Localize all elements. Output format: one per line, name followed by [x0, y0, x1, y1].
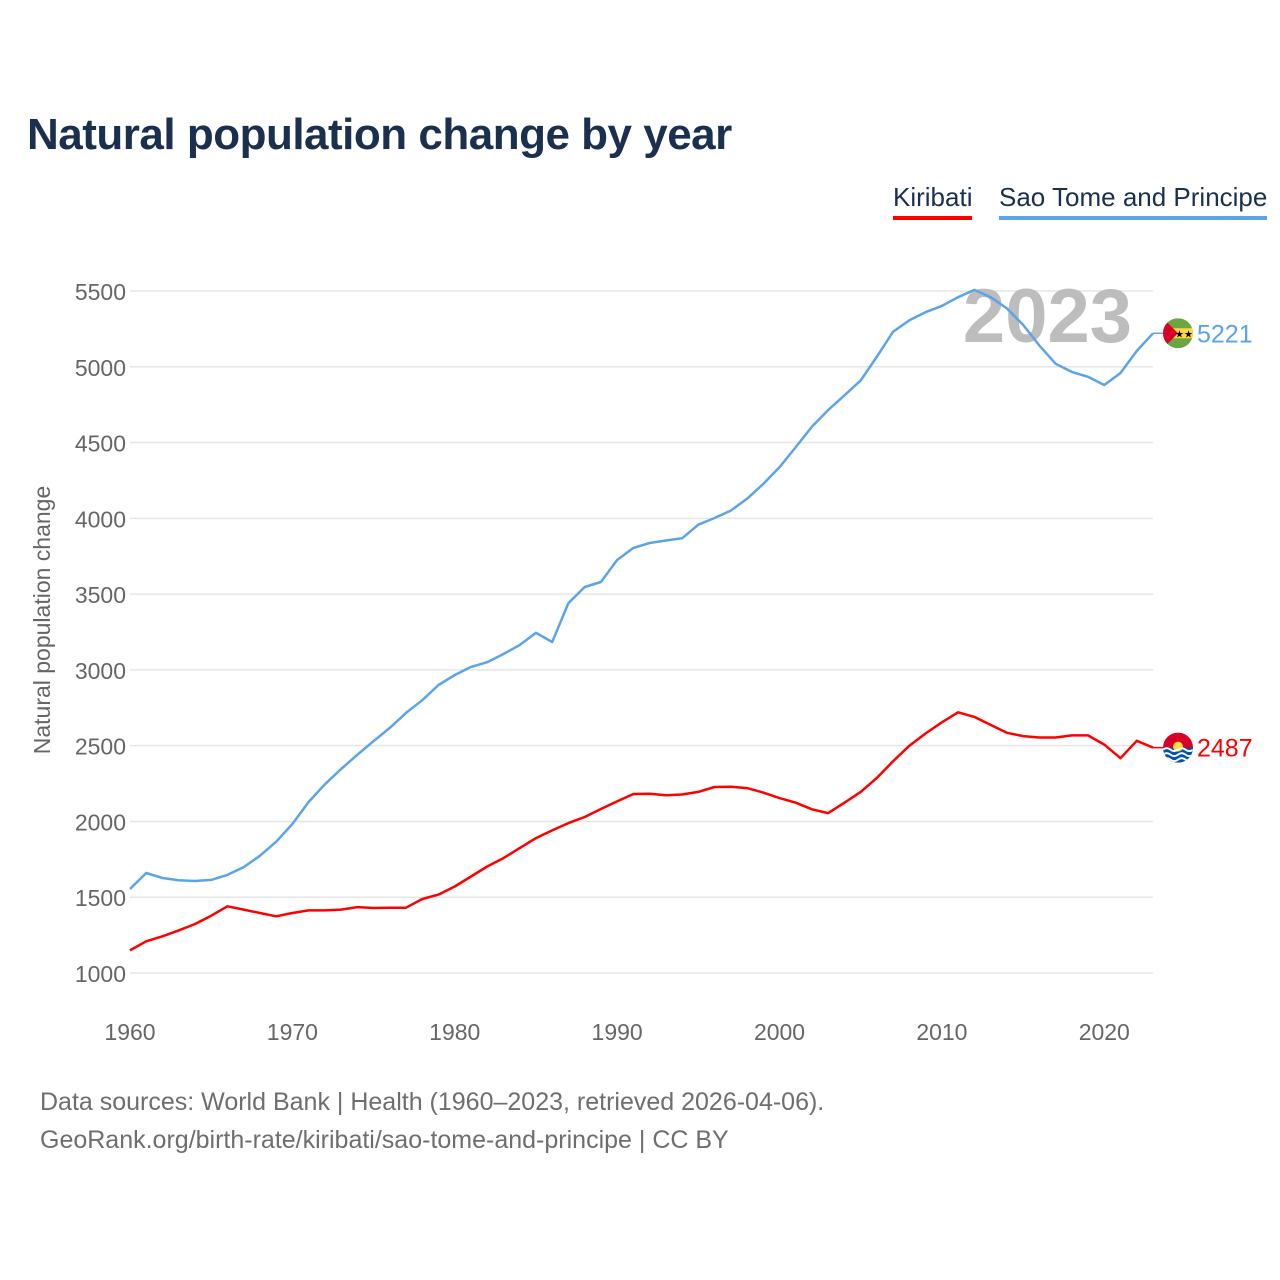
- y-tick-label: 2500: [75, 734, 126, 760]
- gridlines: [130, 290, 1153, 974]
- y-axis-label: Natural population change: [29, 486, 55, 755]
- end-value-label: 2487: [1197, 735, 1253, 763]
- end-value-label: 5221: [1197, 320, 1253, 348]
- y-tick-label: 4500: [75, 431, 126, 457]
- y-tick-label: 3500: [75, 582, 126, 608]
- x-tick-label: 1980: [429, 1019, 480, 1045]
- legend-item-sao-tome[interactable]: Sao Tome and Principe: [999, 182, 1268, 220]
- x-tick-label: 2000: [754, 1019, 805, 1045]
- x-tick-label: 2020: [1079, 1019, 1130, 1045]
- chart-title: Natural population change by year: [27, 110, 732, 159]
- source-link[interactable]: GeoRank.org/birth-rate/kiribati/sao-tome…: [40, 1126, 729, 1154]
- source-text: Data sources: World Bank | Health (1960–…: [40, 1088, 825, 1116]
- y-tick-label: 4000: [75, 506, 126, 532]
- y-tick-label: 2000: [75, 809, 126, 835]
- x-tick-label: 2010: [916, 1019, 967, 1045]
- x-axis-ticks: 1960 1970 1980 1990 2000 2010 2020: [104, 1019, 1129, 1045]
- year-watermark: 2023: [963, 274, 1132, 359]
- kiribati-flag-icon: [1163, 732, 1193, 763]
- series-end-markers: 2487 ★★ 5221: [1153, 318, 1253, 763]
- sao-tome-flag-icon: ★★: [1163, 318, 1193, 349]
- series-line-kiribati: [129, 711, 1154, 952]
- x-tick-label: 1960: [104, 1019, 155, 1045]
- svg-text:★★: ★★: [1175, 329, 1193, 340]
- y-tick-label: 1000: [75, 961, 126, 987]
- x-tick-label: 1990: [592, 1019, 643, 1045]
- y-tick-label: 3000: [75, 658, 126, 684]
- y-tick-label: 5500: [75, 279, 126, 305]
- series-lines: [129, 288, 1154, 952]
- y-axis-ticks: 1000 1500 2000 2500 3000 3500 4000 4500 5000 5500: [75, 279, 126, 987]
- y-tick-label: 1500: [75, 885, 126, 911]
- legend-item-kiribati[interactable]: Kiribati: [893, 182, 973, 220]
- series-line-sao-tome-and-principe: [129, 288, 1154, 890]
- y-tick-label: 5000: [75, 355, 126, 381]
- x-tick-label: 1970: [267, 1019, 318, 1045]
